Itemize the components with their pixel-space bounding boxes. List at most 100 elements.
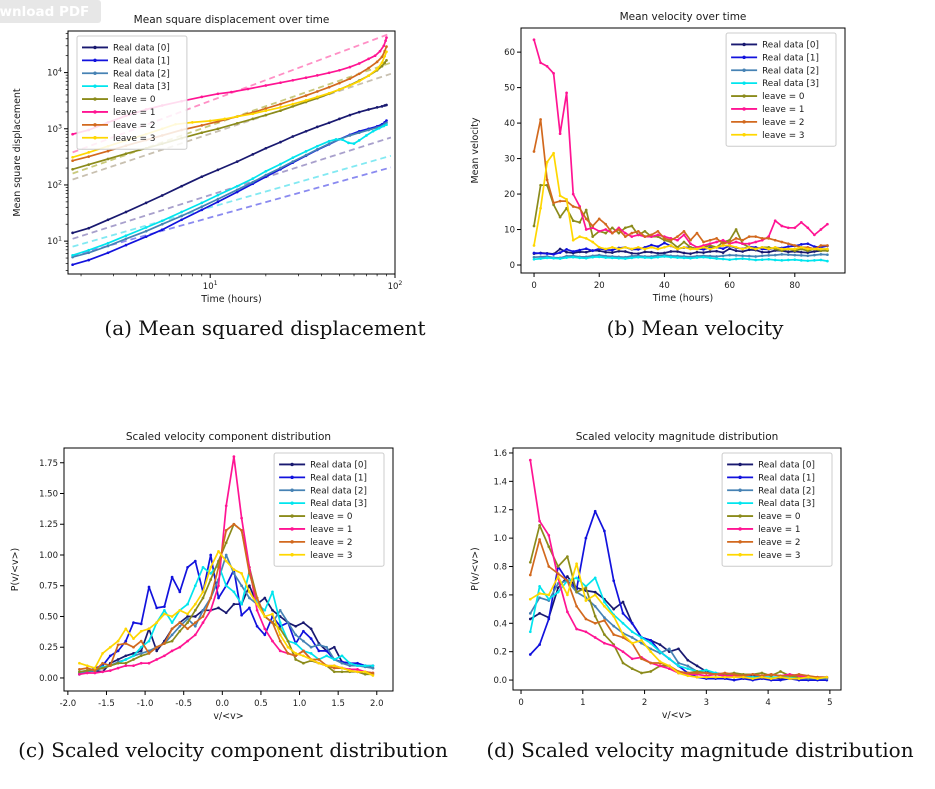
legend-label: Real data [3]: [113, 82, 170, 92]
y-tick-label: 20: [504, 190, 515, 200]
y-tick-label: 50: [504, 84, 515, 94]
x-axis-label: Time (hours): [652, 293, 713, 304]
legend: Real data [0] Real data [1] Real data [2] R…: [721, 452, 833, 567]
legend-label: leave = 0: [310, 512, 353, 522]
fit-leave0-dashed-line: [72, 61, 392, 175]
legend-label: Real data [1]: [310, 473, 367, 483]
download-pdf-button[interactable]: Download PDF: [0, 0, 102, 23]
y-axis-label: Mean square displacement: [12, 88, 23, 217]
legend-label: leave = 2: [758, 538, 800, 548]
legend: Real data [0] Real data [1] Real data [2] R…: [725, 32, 837, 147]
chart-title: Scaled velocity component distribution: [126, 431, 331, 443]
y-tick-label: 0.0: [493, 676, 507, 686]
x-tick-label: 1.0: [293, 699, 307, 709]
series-real-data-0-: [71, 103, 388, 235]
caption-b: (b) Mean velocity: [606, 316, 784, 340]
y-tick-label: 103: [47, 123, 62, 135]
legend-label: leave = 0: [762, 92, 805, 102]
series-leave-2: [532, 118, 829, 251]
chart-title: Mean velocity over time: [620, 11, 747, 23]
series-real-data-3-: [71, 123, 388, 257]
y-tick-label: 0: [510, 261, 515, 271]
legend-label: leave = 3: [762, 131, 804, 141]
y-tick-label: 0.00: [39, 674, 58, 684]
y-tick-label: 1.00: [39, 551, 58, 561]
ticks: 0 20 40 60 80 0 10 20 30 40 50 60: [504, 48, 800, 291]
y-tick-label: 101: [47, 236, 62, 248]
chart-velocity-magnitude-distribution: 0 1 2 3 4 5 0.0 0.2 0.4 0.6 0.8 1.0 1.2 1.4 1.6 Scaled …: [465, 420, 935, 730]
y-tick-label: 1.2: [493, 506, 507, 516]
x-tick-label: 20: [594, 281, 605, 291]
y-tick-label: 0.4: [493, 619, 507, 629]
legend-label: Real data [0]: [762, 40, 819, 50]
legend-label: Real data [3]: [310, 499, 367, 509]
y-tick-label: 1.50: [39, 490, 58, 500]
fit-real0-dashed-line: [72, 136, 392, 240]
plot-svg-d: 0 1 2 3 4 5 0.0 0.2 0.4 0.6 0.8 1.0 1.2 1.4 1.6 Scaled …: [470, 431, 842, 721]
legend-label: Real data [1]: [758, 473, 815, 483]
y-tick-label: 1.6: [493, 449, 507, 459]
chart-title: Scaled velocity magnitude distribution: [576, 431, 779, 443]
ticks: -2.0 -1.5 -1.0 -0.5 0.0 0.5 1.0 1.5 2.0 0.00 0.25 0…: [39, 459, 383, 709]
x-tick-label: 80: [789, 281, 800, 291]
chart-velocity-component-distribution: -2.0 -1.5 -1.0 -0.5 0.0 0.5 1.0 1.5 2.0 0.00 0.25 0…: [0, 420, 460, 730]
caption-d: (d) Scaled velocity magnitude distributi…: [486, 738, 914, 762]
legend-label: Real data [3]: [758, 499, 815, 509]
y-tick-label: 0.8: [493, 563, 507, 573]
series-real-data-2-: [71, 121, 388, 259]
y-tick-label: 102: [47, 179, 62, 191]
x-tick-label: 2.0: [370, 699, 384, 709]
chart-title: Mean square displacement over time: [134, 14, 330, 26]
x-tick-label: 2: [642, 698, 647, 708]
series-real-data-3-: [528, 576, 829, 680]
y-tick-label: 0.25: [39, 643, 58, 653]
axes-frame: [520, 27, 846, 274]
y-tick-label: 30: [504, 155, 515, 165]
x-tick-label: 0.5: [254, 699, 268, 709]
y-axis-label: P(v/<v>): [10, 548, 21, 592]
x-tick-label: -2.0: [60, 699, 77, 709]
x-axis-label: v/<v>: [213, 711, 243, 722]
x-tick-label: 5: [827, 698, 832, 708]
legend-label: leave = 0: [758, 512, 801, 522]
legend-label: leave = 3: [113, 134, 155, 144]
chart-mean-square-displacement: 101 102 101 102 103 104 Mean square displaceme…: [0, 0, 460, 310]
fit-leave1-dashed-line: [72, 32, 392, 154]
legend-label: Real data [3]: [762, 79, 819, 89]
x-axis-label: v/<v>: [662, 710, 692, 721]
series-leave-3: [532, 151, 829, 251]
x-tick-label: -1.5: [98, 699, 115, 709]
series-leave-1: [532, 38, 829, 249]
legend-label: leave = 2: [762, 118, 804, 128]
y-tick-label: 60: [504, 48, 515, 58]
x-tick-label: 1.5: [331, 699, 345, 709]
legend-label: leave = 1: [762, 105, 804, 115]
y-tick-label: 1.4: [493, 477, 507, 487]
x-tick-label: -1.0: [137, 699, 154, 709]
axes-frame: [512, 447, 842, 691]
x-tick-label: 60: [724, 281, 735, 291]
legend-label: leave = 3: [310, 551, 352, 561]
plot-svg-c: -2.0 -1.5 -1.0 -0.5 0.0 0.5 1.0 1.5 2.0 0.00 0.25 0…: [10, 431, 394, 722]
legend-label: leave = 2: [310, 538, 352, 548]
legend-label: Real data [0]: [758, 460, 815, 470]
legend-label: Real data [0]: [310, 460, 367, 470]
axes-frame: [67, 30, 396, 275]
series-real-data-3-: [532, 255, 829, 263]
legend-label: leave = 1: [758, 525, 800, 535]
x-tick-label: 101: [203, 280, 218, 292]
x-tick-label: -0.5: [175, 699, 192, 709]
fit-real3-dashed-line: [72, 154, 392, 248]
legend-label: Real data [1]: [762, 53, 819, 63]
series-leave-3: [528, 562, 829, 680]
x-tick-label: 4: [765, 698, 770, 708]
legend: Real data [0] Real data [1] Real data [2] R…: [76, 35, 188, 150]
legend-label: leave = 1: [310, 525, 352, 535]
y-tick-label: 1.0: [493, 534, 507, 544]
ticks: 0 1 2 3 4 5 0.0 0.2 0.4 0.6 0.8 1.0 1.2 1.4 1.6: [493, 449, 832, 708]
legend-label: Real data [2]: [758, 486, 815, 496]
legend-label: Real data [1]: [113, 56, 170, 66]
legend-label: Real data [2]: [762, 66, 819, 76]
legend-label: Real data [2]: [113, 69, 170, 79]
